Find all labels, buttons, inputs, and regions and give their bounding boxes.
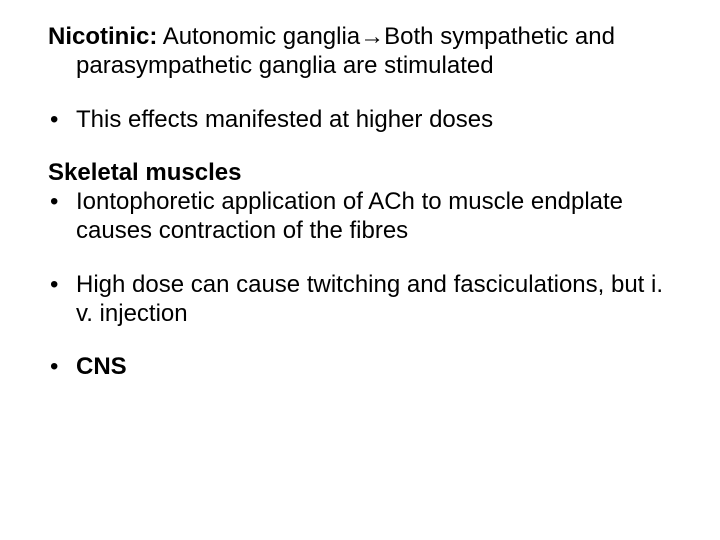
bullet-text: High dose can cause twitching and fascic…: [76, 271, 663, 327]
heading-text: Autonomic ganglia→Both sympathetic and p…: [76, 23, 615, 79]
list-item: CNS: [48, 352, 672, 381]
slide: Nicotinic: Autonomic ganglia→Both sympat…: [0, 0, 720, 540]
bullet-text: CNS: [76, 353, 127, 380]
bullet-text: This effects manifested at higher doses: [76, 106, 493, 133]
list-item: This effects manifested at higher doses: [48, 105, 672, 134]
subheading: Skeletal muscles: [48, 158, 672, 187]
bullet-text: Iontophoretic application of ACh to musc…: [76, 188, 623, 244]
list-item: High dose can cause twitching and fascic…: [48, 270, 672, 329]
heading-label: Nicotinic:: [48, 23, 157, 50]
heading-line: Nicotinic: Autonomic ganglia→Both sympat…: [48, 22, 672, 81]
list-item: Iontophoretic application of ACh to musc…: [48, 187, 672, 246]
bullet-list-1: This effects manifested at higher doses: [48, 105, 672, 134]
bullet-list-2: Iontophoretic application of ACh to musc…: [48, 187, 672, 381]
